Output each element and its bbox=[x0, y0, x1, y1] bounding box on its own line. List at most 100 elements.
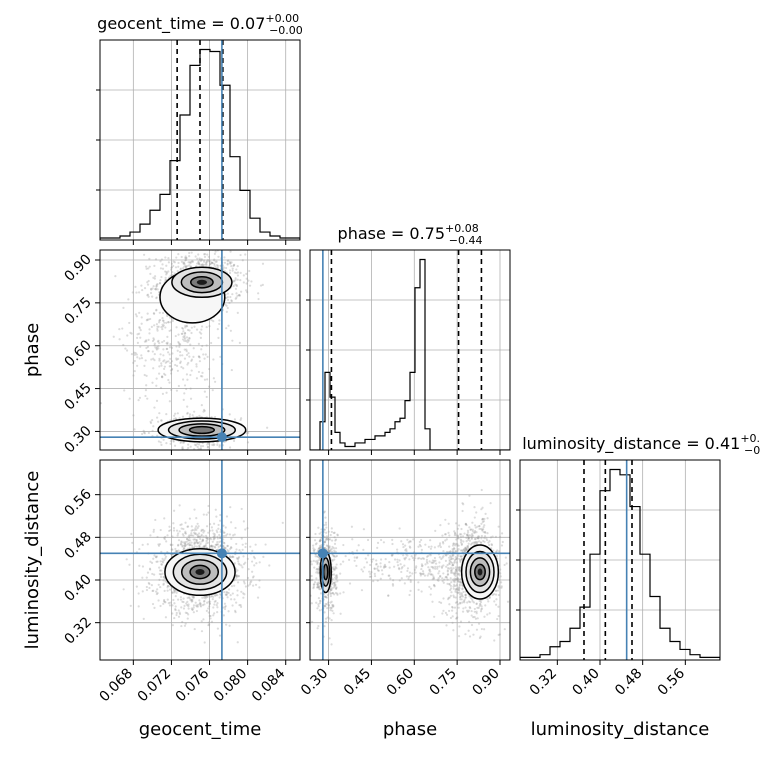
sample-point bbox=[175, 389, 179, 392]
sample-point bbox=[437, 577, 440, 580]
sample-point bbox=[168, 346, 172, 349]
sample-point bbox=[476, 536, 479, 539]
sample-point bbox=[311, 578, 314, 582]
sample-point bbox=[478, 599, 481, 603]
sample-point bbox=[153, 264, 156, 267]
sample-point bbox=[187, 605, 190, 608]
sample-point bbox=[478, 525, 481, 528]
sample-point bbox=[464, 547, 467, 550]
sample-point bbox=[205, 513, 208, 516]
sample-point bbox=[463, 598, 466, 601]
sample-point bbox=[422, 573, 425, 576]
sample-point bbox=[325, 531, 328, 534]
sample-point bbox=[212, 614, 215, 617]
sample-point bbox=[182, 597, 185, 600]
sample-point bbox=[256, 596, 260, 599]
sample-point bbox=[463, 601, 466, 604]
sample-point bbox=[208, 325, 211, 328]
sample-point bbox=[339, 563, 342, 566]
sample-point bbox=[334, 587, 338, 590]
sample-point bbox=[235, 574, 238, 578]
sample-point bbox=[225, 590, 228, 594]
sample-point bbox=[213, 443, 216, 446]
sample-point bbox=[467, 536, 470, 539]
sample-point bbox=[504, 556, 507, 559]
sample-point bbox=[198, 535, 201, 539]
sample-point bbox=[182, 261, 185, 264]
sample-point bbox=[495, 550, 498, 553]
sample-point bbox=[316, 561, 319, 565]
sample-point bbox=[481, 528, 484, 531]
sample-point bbox=[164, 326, 167, 329]
sample-point bbox=[448, 596, 451, 599]
sample-point bbox=[261, 283, 264, 286]
sample-point bbox=[232, 285, 235, 288]
sample-point bbox=[207, 260, 210, 263]
sample-point bbox=[143, 340, 147, 343]
sample-point bbox=[442, 597, 445, 600]
sample-point bbox=[230, 261, 233, 264]
sample-point bbox=[246, 430, 249, 433]
sample-point bbox=[452, 594, 455, 597]
sample-point bbox=[204, 353, 207, 356]
sample-point bbox=[171, 624, 174, 627]
sample-point bbox=[252, 584, 255, 587]
sample-point bbox=[191, 260, 194, 263]
sample-point bbox=[353, 556, 356, 559]
sample-point bbox=[197, 525, 200, 528]
sample-point bbox=[202, 260, 206, 263]
sample-point bbox=[461, 593, 464, 596]
sample-point bbox=[229, 521, 233, 524]
sample-point bbox=[330, 592, 333, 595]
sample-point bbox=[445, 554, 448, 557]
sample-point bbox=[181, 326, 184, 330]
sample-point bbox=[247, 584, 250, 587]
sample-point bbox=[203, 378, 207, 381]
sample-point bbox=[152, 312, 155, 315]
sample-point bbox=[459, 533, 462, 536]
sample-point bbox=[442, 549, 445, 553]
sample-point bbox=[179, 360, 182, 363]
sample-point bbox=[210, 545, 214, 548]
sample-point bbox=[184, 265, 188, 269]
sample-point bbox=[210, 318, 213, 322]
sample-point bbox=[132, 361, 135, 364]
sample-point bbox=[236, 271, 240, 274]
sample-point bbox=[484, 531, 487, 534]
sample-point bbox=[169, 372, 173, 375]
sample-point bbox=[143, 432, 146, 435]
sample-point bbox=[467, 537, 470, 540]
sample-point bbox=[191, 528, 194, 532]
sample-point bbox=[448, 558, 451, 562]
sample-point bbox=[235, 542, 238, 546]
sample-point bbox=[376, 541, 380, 544]
sample-point bbox=[233, 533, 236, 536]
sample-point bbox=[145, 346, 148, 350]
sample-point bbox=[226, 306, 229, 310]
sample-point bbox=[219, 513, 222, 517]
sample-point bbox=[201, 604, 205, 607]
sample-point bbox=[151, 295, 154, 298]
sample-point bbox=[196, 526, 199, 530]
sample-point bbox=[325, 535, 329, 538]
sample-point bbox=[181, 267, 185, 270]
sample-point bbox=[224, 605, 227, 608]
sample-point bbox=[128, 563, 131, 566]
sample-point bbox=[131, 541, 134, 544]
sample-point bbox=[457, 589, 460, 592]
sample-point bbox=[332, 593, 336, 596]
sample-point bbox=[441, 540, 445, 544]
sample-point bbox=[164, 256, 167, 259]
sample-point bbox=[498, 633, 501, 636]
sample-point bbox=[197, 342, 200, 345]
sample-point bbox=[452, 542, 455, 545]
sample-point bbox=[157, 347, 160, 350]
sample-point bbox=[200, 529, 203, 533]
sample-point bbox=[238, 563, 241, 566]
sample-point bbox=[193, 627, 196, 631]
sample-point bbox=[432, 561, 435, 564]
sample-point bbox=[143, 373, 146, 377]
sample-point bbox=[312, 549, 315, 552]
sample-point bbox=[456, 576, 459, 580]
sample-point bbox=[166, 598, 169, 601]
